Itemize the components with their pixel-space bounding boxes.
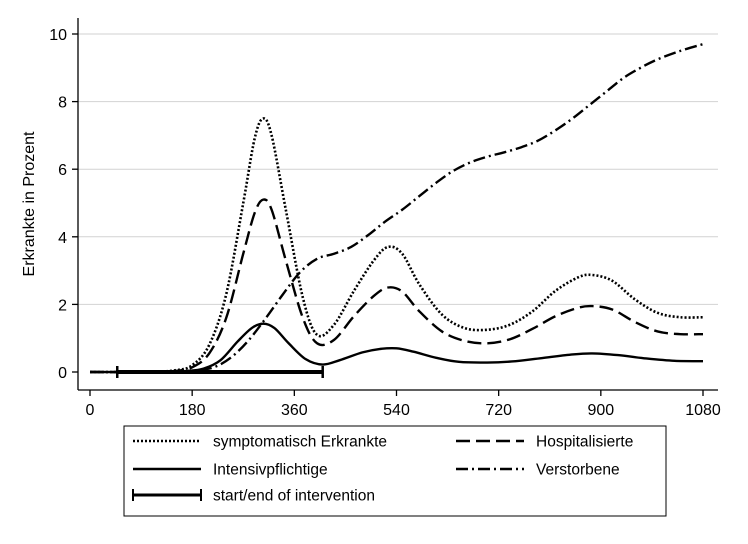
legend-box: [123, 425, 667, 517]
x-tick-label: 720: [485, 402, 512, 419]
legend-item: Hospitalisierte: [456, 434, 633, 451]
y-tick-label: 8: [58, 95, 67, 112]
x-tick-label: 900: [587, 402, 614, 419]
x-tick-label: 0: [86, 402, 95, 419]
legend-item: symptomatisch Erkrankte: [133, 434, 387, 451]
x-tick-label: 540: [383, 402, 410, 419]
y-tick-label: 2: [58, 297, 67, 314]
series-line-dashed: [89, 198, 704, 374]
gridlines: [78, 33, 718, 305]
y-tick-label: 6: [58, 162, 67, 179]
legend-label: Hospitalisierte: [536, 434, 633, 451]
y-tick-label: 4: [58, 230, 67, 247]
series-line-dotted: [89, 117, 704, 374]
legend-item: Verstorbene: [456, 462, 620, 479]
x-tick-label: 360: [281, 402, 308, 419]
x-tick-label: 180: [179, 402, 206, 419]
legend-item: start/end of intervention: [132, 488, 375, 505]
legend-label: symptomatisch Erkrankte: [213, 434, 387, 451]
axes: 0 2 4 6 8 10 0 180 360 540 720 900 1080 Erkrankte in …: [21, 18, 721, 419]
legend-item: Intensivpflichtige: [133, 462, 328, 479]
x-tick-label: 1080: [685, 402, 721, 419]
series-line-dashdot: [89, 42, 704, 374]
y-tick-label: 10: [49, 27, 67, 44]
series-lines: [89, 42, 704, 378]
legend-label: Verstorbene: [536, 462, 620, 479]
y-axis-title: Erkrankte in Prozent: [21, 131, 38, 277]
series-line-solid: [89, 322, 704, 374]
legend-label: start/end of intervention: [213, 488, 375, 505]
legend-label: Intensivpflichtige: [213, 462, 328, 479]
legend: symptomatisch Erkrankte Hospitalisierte In…: [123, 425, 667, 517]
y-tick-label: 0: [58, 365, 67, 382]
